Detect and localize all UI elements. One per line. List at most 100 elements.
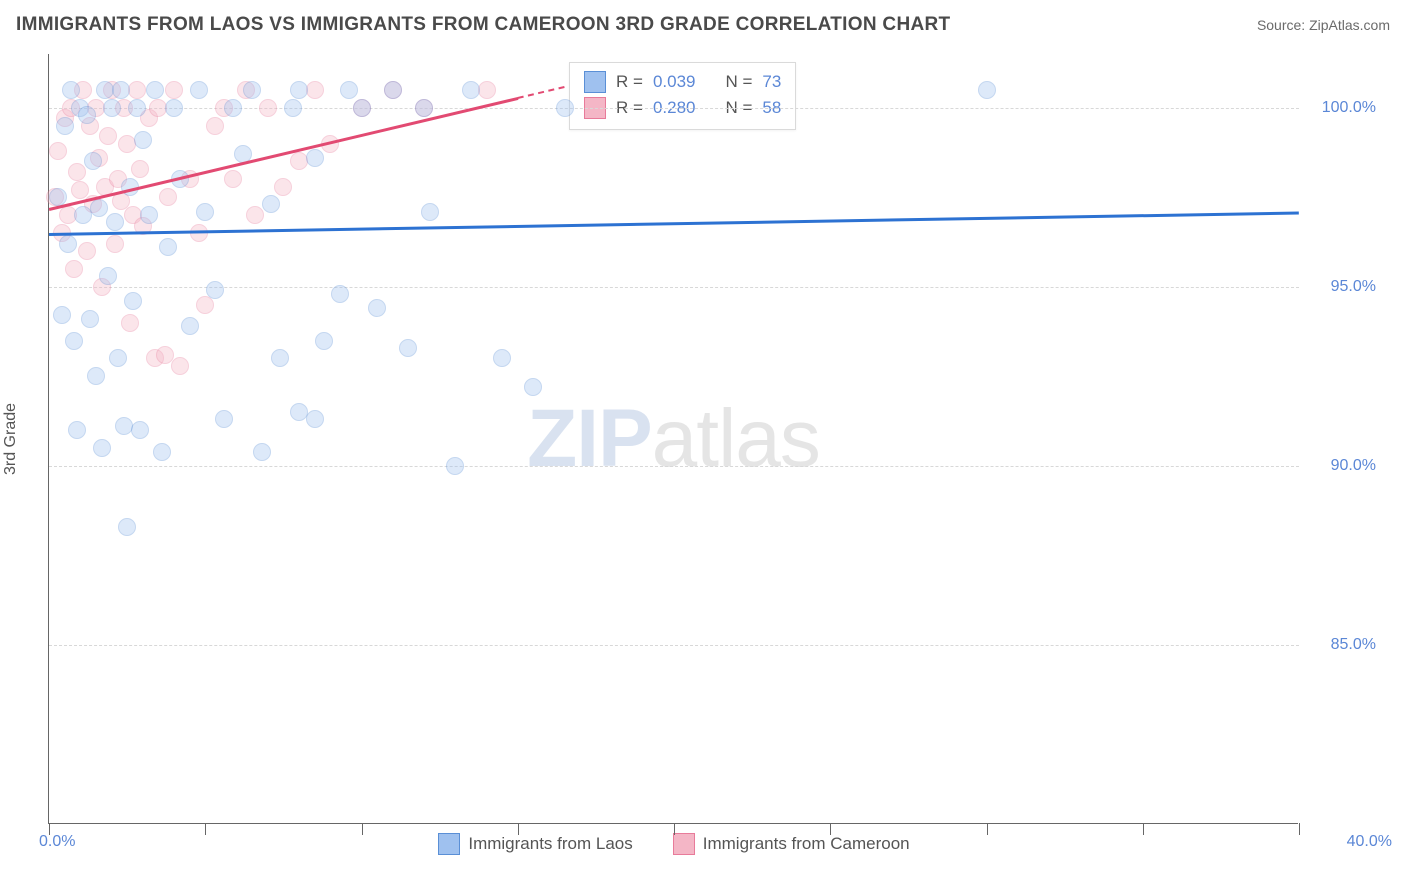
data-point-laos (978, 81, 996, 99)
data-point-cameroon (68, 163, 86, 181)
x-tick (1143, 823, 1144, 835)
data-point-laos (84, 152, 102, 170)
data-point-laos (315, 332, 333, 350)
data-point-laos (81, 310, 99, 328)
y-tick-label: 100.0% (1306, 99, 1376, 117)
data-point-cameroon (246, 206, 264, 224)
source-attribution: Source: ZipAtlas.com (1257, 17, 1390, 33)
data-point-laos (253, 443, 271, 461)
watermark-atlas: atlas (652, 393, 820, 484)
correlation-legend: R = 0.039 N = 73 R = 0.280 N = 58 (569, 62, 796, 130)
trendline-cameroon-extension (517, 86, 565, 101)
data-point-laos (556, 99, 574, 117)
data-point-laos (290, 81, 308, 99)
data-point-laos (493, 349, 511, 367)
data-point-laos (399, 339, 417, 357)
header: IMMIGRANTS FROM LAOS VS IMMIGRANTS FROM … (16, 14, 1390, 36)
data-point-laos (128, 99, 146, 117)
legend-swatch-laos (584, 71, 606, 93)
data-point-laos (262, 195, 280, 213)
y-tick-label: 90.0% (1306, 457, 1376, 475)
data-point-laos (306, 149, 324, 167)
data-point-laos (78, 106, 96, 124)
data-point-cameroon (106, 235, 124, 253)
data-point-laos (331, 285, 349, 303)
y-tick-label: 85.0% (1306, 636, 1376, 654)
data-point-laos (243, 81, 261, 99)
watermark: ZIPatlas (527, 392, 820, 486)
data-point-laos (140, 206, 158, 224)
data-point-laos (106, 213, 124, 231)
data-point-laos (165, 99, 183, 117)
data-point-laos (118, 518, 136, 536)
legend-label-cameroon: Immigrants from Cameroon (703, 834, 910, 854)
data-point-cameroon (190, 224, 208, 242)
source-prefix: Source: (1257, 17, 1309, 33)
data-point-laos (109, 349, 127, 367)
data-point-cameroon (165, 81, 183, 99)
data-point-laos (68, 421, 86, 439)
data-point-laos (306, 410, 324, 428)
legend-item-cameroon: Immigrants from Cameroon (673, 833, 910, 855)
data-point-laos (159, 238, 177, 256)
data-point-laos (103, 99, 121, 117)
data-point-laos (99, 267, 117, 285)
plot-wrap: ZIPatlas R = 0.039 N = 73 R = 0.280 N = … (48, 54, 1388, 824)
data-point-laos (181, 317, 199, 335)
data-point-laos (153, 443, 171, 461)
data-point-laos (284, 99, 302, 117)
data-point-laos (421, 203, 439, 221)
data-point-laos (446, 457, 464, 475)
data-point-cameroon (131, 160, 149, 178)
x-tick (1299, 823, 1300, 835)
x-tick (987, 823, 988, 835)
data-point-laos (224, 99, 242, 117)
data-point-cameroon (65, 260, 83, 278)
gridline (49, 645, 1299, 646)
x-tick (362, 823, 363, 835)
data-point-cameroon (78, 242, 96, 260)
data-point-laos (524, 378, 542, 396)
n-label: N = (725, 72, 752, 92)
data-point-cameroon (128, 81, 146, 99)
data-point-cameroon (99, 127, 117, 145)
x-tick (205, 823, 206, 835)
chart-title: IMMIGRANTS FROM LAOS VS IMMIGRANTS FROM … (16, 14, 950, 36)
legend-swatch-cameroon (673, 833, 695, 855)
data-point-laos (271, 349, 289, 367)
data-point-laos (196, 203, 214, 221)
data-point-cameroon (156, 346, 174, 364)
data-point-laos (215, 410, 233, 428)
data-point-laos (384, 81, 402, 99)
r-value-laos: 0.039 (653, 72, 696, 92)
data-point-laos (146, 81, 164, 99)
data-point-cameroon (49, 142, 67, 160)
x-axis-max-label: 40.0% (1347, 833, 1392, 851)
data-point-laos (65, 332, 83, 350)
data-point-laos (112, 81, 130, 99)
x-tick (49, 823, 50, 835)
data-point-laos (62, 81, 80, 99)
legend-row-laos: R = 0.039 N = 73 (584, 69, 781, 95)
data-point-laos (134, 131, 152, 149)
data-point-laos (340, 81, 358, 99)
source-name: ZipAtlas.com (1309, 17, 1390, 33)
r-label: R = (616, 72, 643, 92)
data-point-laos (87, 367, 105, 385)
data-point-cameroon (121, 314, 139, 332)
data-point-laos (206, 281, 224, 299)
series-legend: Immigrants from Laos Immigrants from Cam… (49, 833, 1299, 855)
data-point-laos (131, 421, 149, 439)
data-point-cameroon (259, 99, 277, 117)
data-point-laos (93, 439, 111, 457)
y-axis-label: 3rd Grade (2, 402, 20, 474)
data-point-cameroon (171, 357, 189, 375)
data-point-cameroon (224, 170, 242, 188)
y-tick-label: 95.0% (1306, 278, 1376, 296)
trendline-laos (49, 212, 1299, 236)
data-point-laos (124, 292, 142, 310)
x-tick (674, 823, 675, 835)
legend-item-laos: Immigrants from Laos (438, 833, 632, 855)
gridline (49, 287, 1299, 288)
data-point-laos (190, 81, 208, 99)
